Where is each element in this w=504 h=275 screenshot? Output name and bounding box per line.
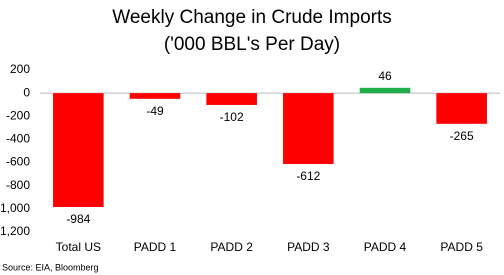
- y-tick-label: 200: [10, 62, 30, 76]
- value-label: -102: [220, 110, 244, 124]
- value-label: -984: [66, 212, 90, 226]
- value-label: -49: [146, 104, 164, 118]
- x-tick-label: PADD 5: [440, 240, 483, 254]
- value-label: -265: [450, 129, 474, 143]
- y-tick-label: 0: [23, 85, 30, 99]
- bar: [283, 93, 334, 164]
- bar: [359, 87, 411, 94]
- x-tick-label: PADD 1: [134, 240, 177, 254]
- chart-subtitle: ('000 BBL's Per Day): [164, 34, 340, 55]
- x-tick-label: PADD 3: [287, 240, 330, 254]
- bar: [436, 93, 487, 124]
- x-tick-label: PADD 2: [210, 240, 253, 254]
- source-note: Source: EIA, Bloomberg: [2, 262, 99, 272]
- y-tick-label: -1,000: [0, 201, 30, 215]
- bar: [206, 93, 257, 105]
- x-tick-label: Total US: [56, 240, 101, 254]
- value-label: -612: [296, 169, 320, 183]
- bar: [129, 93, 181, 99]
- y-tick-label: -600: [6, 155, 30, 169]
- y-tick-label: -200: [6, 108, 30, 122]
- y-tick-label: -400: [6, 132, 30, 146]
- x-tick-label: PADD 4: [364, 240, 407, 254]
- chart-title: Weekly Change in Crude Imports: [112, 7, 392, 28]
- y-tick-label: -1,200: [0, 224, 30, 238]
- value-label: 46: [378, 69, 392, 83]
- bar: [53, 93, 104, 208]
- y-tick-label: -800: [6, 178, 30, 192]
